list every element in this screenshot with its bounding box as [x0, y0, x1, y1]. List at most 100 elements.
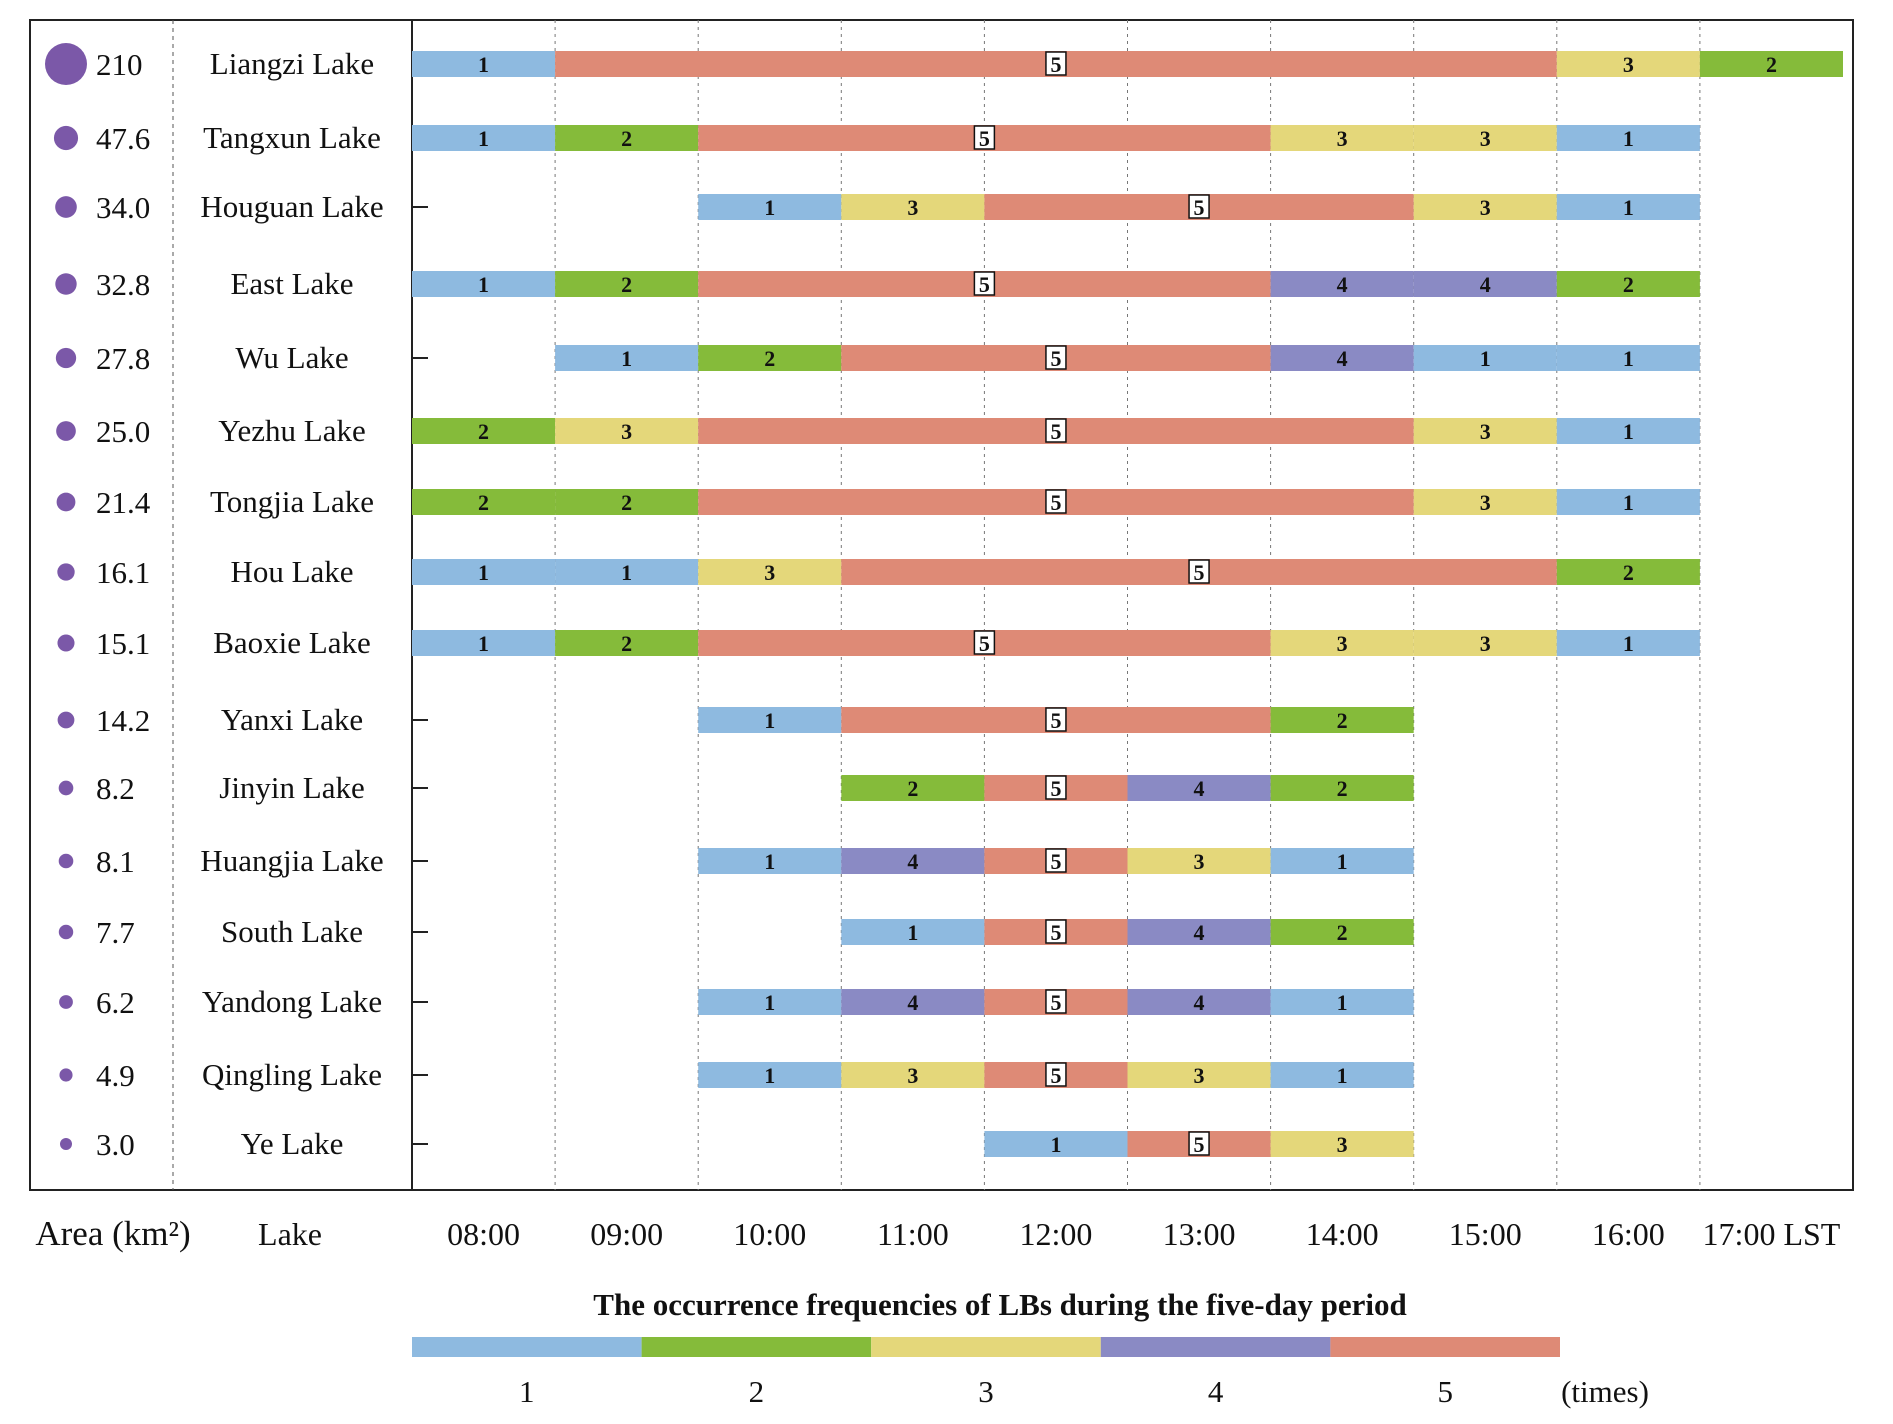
area-marker [57, 563, 75, 581]
frequency-value: 1 [1337, 849, 1348, 874]
frequency-value: 3 [1194, 849, 1205, 874]
area-marker [53, 125, 79, 151]
frequency-bar [1699, 51, 1843, 77]
frequency-bar [1556, 194, 1700, 220]
lake-name: Hou Lake [230, 554, 353, 589]
lake-row: 8.2 Jinyin Lake 2 5 4 2 [58, 770, 1414, 806]
frequency-bar [1270, 707, 1414, 733]
area-marker [56, 492, 76, 512]
frequency-value: 4 [907, 849, 918, 874]
lake-row: 34.0 Houguan Lake 1 3 5 3 1 [55, 189, 1700, 225]
frequency-value: 2 [1337, 708, 1348, 733]
frequency-value: 5 [1194, 1132, 1205, 1157]
frequency-bar [555, 418, 699, 444]
frequency-value: 4 [1337, 346, 1348, 371]
frequency-bar [555, 345, 699, 371]
frequency-value: 1 [764, 708, 775, 733]
legend-label: 4 [1208, 1374, 1224, 1409]
frequency-value: 5 [1050, 52, 1061, 77]
frequency-bar [1556, 559, 1700, 585]
lake-row: 27.8 Wu Lake 1 2 5 4 1 1 [55, 340, 1700, 376]
frequency-value: 4 [1194, 990, 1205, 1015]
lake-row: 25.0 Yezhu Lake 2 3 5 3 1 [56, 413, 1700, 449]
area-value: 8.2 [96, 771, 135, 806]
frequency-bar [698, 194, 842, 220]
frequency-value: 5 [1050, 346, 1061, 371]
lake-name: Yezhu Lake [218, 413, 366, 448]
frequency-bar [1413, 489, 1557, 515]
frequency-box [1045, 1062, 1067, 1087]
frequency-value: 1 [1337, 990, 1348, 1015]
frequency-bar [1270, 775, 1414, 801]
frequency-value: 3 [1480, 490, 1491, 515]
lake-row: 15.1 Baoxie Lake 1 2 5 3 3 1 [57, 625, 1700, 661]
frequency-bar [1270, 848, 1414, 874]
lake-name: Jinyin Lake [219, 770, 365, 805]
area-marker [60, 1138, 72, 1150]
frequency-value: 3 [1337, 126, 1348, 151]
frequency-value: 5 [1050, 990, 1061, 1015]
lake-row: 7.7 South Lake 1 5 4 2 [58, 914, 1414, 950]
frequency-bar [1270, 630, 1414, 656]
frequency-bar [698, 1062, 842, 1088]
frequency-box [1188, 559, 1210, 584]
frequency-box [1045, 489, 1067, 514]
frequency-value: 1 [478, 272, 489, 297]
area-marker [57, 711, 75, 729]
area-marker [55, 347, 77, 369]
frequency-bar [412, 271, 556, 297]
frequency-value: 1 [764, 1063, 775, 1088]
frequency-value: 5 [1194, 560, 1205, 585]
frequency-value: 2 [621, 272, 632, 297]
frequency-value: 1 [907, 920, 918, 945]
frequency-bar [1413, 630, 1557, 656]
frequency-value: 4 [1194, 920, 1205, 945]
frequency-bar [1270, 1062, 1414, 1088]
area-marker [58, 853, 74, 869]
frequency-bar [1127, 848, 1271, 874]
frequency-value: 3 [1623, 52, 1634, 77]
frequency-box [1045, 919, 1067, 944]
lake-name: Ye Lake [241, 1126, 344, 1161]
frequency-value: 5 [1194, 195, 1205, 220]
lake-name: Houguan Lake [200, 189, 383, 224]
frequency-value: 3 [621, 419, 632, 444]
column-headers: Area (km²) Lake [35, 1214, 322, 1253]
frequency-value: 2 [478, 419, 489, 444]
frequency-value: 3 [1337, 1132, 1348, 1157]
area-value: 8.1 [96, 844, 135, 879]
frequency-value: 2 [478, 490, 489, 515]
lake-name: East Lake [230, 266, 353, 301]
frequency-bar [841, 848, 985, 874]
frequency-value: 3 [1480, 419, 1491, 444]
lake-column-header: Lake [258, 1216, 322, 1252]
area-value: 47.6 [96, 121, 150, 156]
lake-name: Baoxie Lake [213, 625, 371, 660]
area-column-header: Area (km²) [35, 1214, 190, 1253]
frequency-bar [1270, 989, 1414, 1015]
frequency-value: 1 [478, 126, 489, 151]
frequency-value: 2 [1337, 920, 1348, 945]
legend-swatch [412, 1337, 642, 1357]
frequency-bar [412, 51, 556, 77]
frequency-bar [1413, 271, 1557, 297]
frequency-box [973, 271, 996, 296]
frequency-bar [412, 630, 556, 656]
frequency-value: 3 [1194, 1063, 1205, 1088]
frequency-value: 4 [907, 990, 918, 1015]
frequency-value: 1 [764, 990, 775, 1015]
lake-row: 21.4 Tongjia Lake 2 2 5 3 1 [56, 484, 1700, 520]
frequency-value: 1 [764, 195, 775, 220]
frequency-bar [555, 271, 699, 297]
frequency-value: 3 [907, 195, 918, 220]
frequency-value: 4 [1480, 272, 1491, 297]
time-label: 14:00 [1306, 1216, 1379, 1252]
frequency-bar [698, 989, 842, 1015]
frequency-value: 1 [1623, 631, 1634, 656]
frequency-box [1045, 345, 1067, 370]
area-value: 14.2 [96, 703, 150, 738]
legend-swatch [871, 1337, 1101, 1357]
frequency-value: 1 [1623, 126, 1634, 151]
frequency-value: 1 [1623, 195, 1634, 220]
